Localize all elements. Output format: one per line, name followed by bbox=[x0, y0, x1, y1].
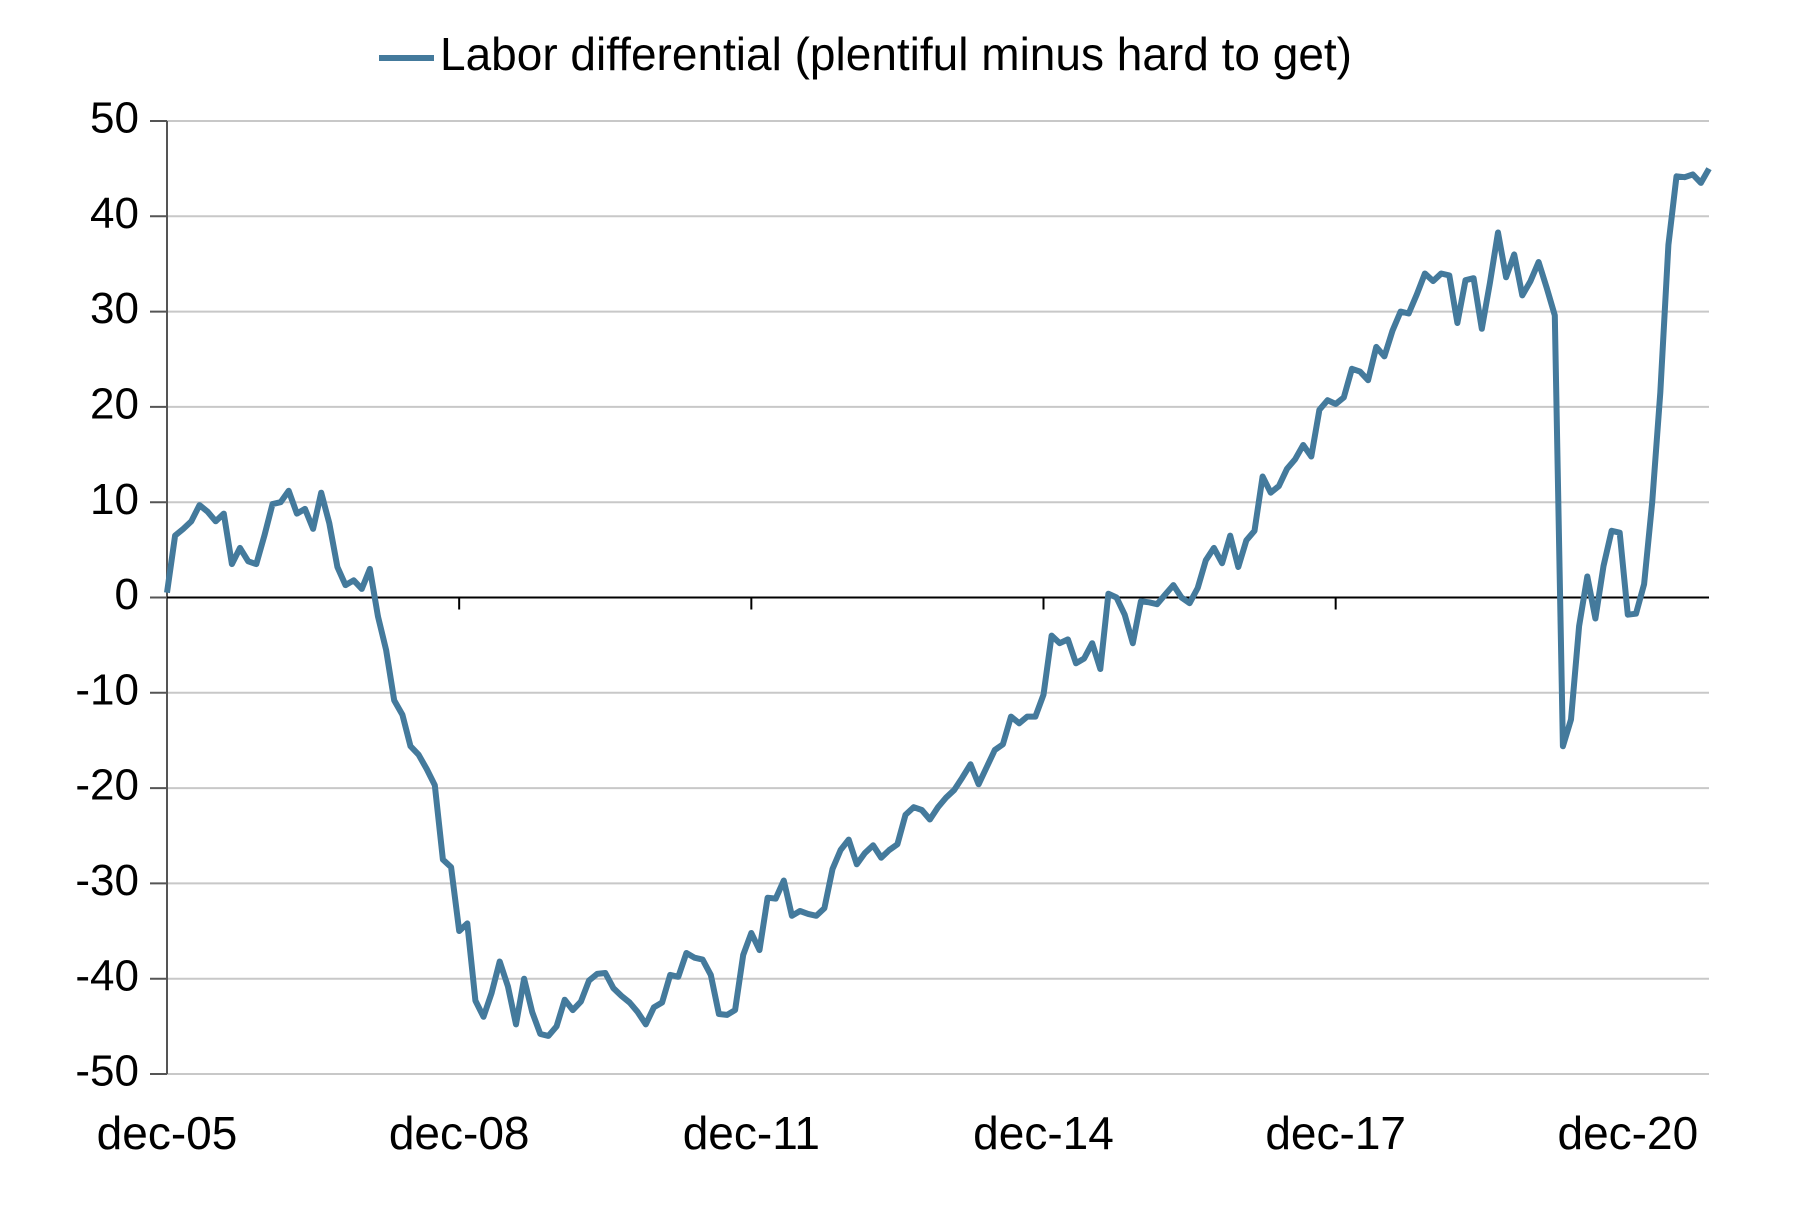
x-tick-label: dec-17 bbox=[1265, 1107, 1406, 1159]
x-tick-label: dec-05 bbox=[97, 1107, 238, 1159]
y-tick-label: -20 bbox=[75, 761, 139, 810]
y-tick-label: -30 bbox=[75, 856, 139, 905]
x-tick-label: dec-14 bbox=[973, 1107, 1114, 1159]
y-tick-label: -40 bbox=[75, 951, 139, 1000]
x-tick-label: dec-08 bbox=[389, 1107, 530, 1159]
y-tick-label: 10 bbox=[90, 475, 139, 524]
y-tick-label: -10 bbox=[75, 665, 139, 714]
y-tick-label: 40 bbox=[90, 189, 139, 238]
y-tick-label: 0 bbox=[115, 570, 139, 619]
legend-label: Labor differential (plentiful minus hard… bbox=[440, 28, 1352, 80]
y-tick-label: 20 bbox=[90, 380, 139, 429]
data-line bbox=[164, 167, 1712, 1039]
x-tick-label: dec-20 bbox=[1558, 1107, 1699, 1159]
x-tick-label: dec-11 bbox=[683, 1107, 820, 1159]
y-tick-label: 50 bbox=[90, 94, 139, 143]
y-tick-label: -50 bbox=[75, 1047, 139, 1096]
y-tick-label: 30 bbox=[90, 284, 139, 333]
